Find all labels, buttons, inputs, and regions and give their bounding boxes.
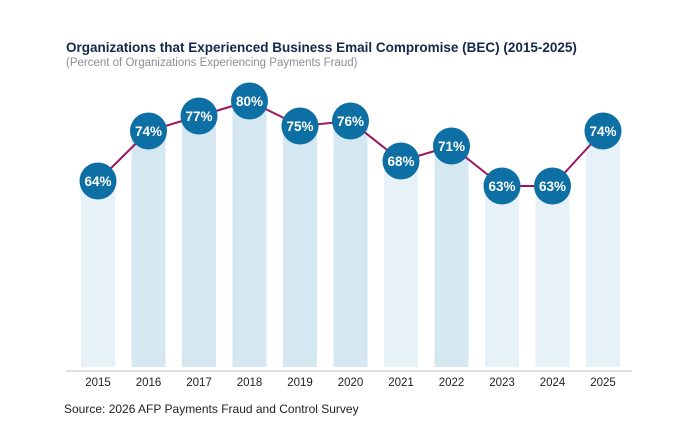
x-tick-labels: 2015 2016 2017 2018 2019 2020 2021 2022 2023 2024… bbox=[85, 377, 616, 389]
x-tick-2020: 2020 bbox=[338, 377, 364, 389]
x-tick-2015: 2015 bbox=[85, 377, 111, 389]
bar-2018 bbox=[232, 101, 267, 367]
marker-2024 bbox=[534, 167, 571, 205]
bar-2019 bbox=[283, 126, 317, 367]
data-label-2025: 74% bbox=[589, 124, 616, 139]
data-label-2015: 64% bbox=[84, 174, 111, 189]
x-tick-2019: 2019 bbox=[287, 377, 313, 389]
data-label-2022: 71% bbox=[438, 139, 465, 154]
data-label-2019: 75% bbox=[286, 119, 313, 134]
bar-2023 bbox=[485, 186, 519, 367]
marker-2025 bbox=[584, 112, 622, 150]
marker-2016 bbox=[130, 112, 167, 150]
marker-2019 bbox=[281, 107, 319, 145]
bars bbox=[81, 101, 620, 367]
x-tick-2022: 2022 bbox=[439, 377, 465, 389]
marker-2017 bbox=[180, 97, 218, 135]
marker-2023 bbox=[483, 167, 521, 205]
bar-2025 bbox=[586, 131, 620, 367]
bar-2016 bbox=[131, 131, 166, 367]
bar-2017 bbox=[182, 116, 216, 367]
bar-2024 bbox=[535, 186, 570, 367]
markers: 64% 74% 77% 80% 75% 76% 68% 71% 63% 63% 74% bbox=[79, 82, 622, 205]
bar-2020 bbox=[333, 121, 368, 367]
marker-2015 bbox=[79, 162, 117, 200]
bar-2021 bbox=[384, 161, 418, 367]
x-tick-2017: 2017 bbox=[186, 377, 212, 389]
bar-2022 bbox=[434, 146, 469, 367]
marker-2020 bbox=[332, 102, 369, 140]
x-tick-2021: 2021 bbox=[388, 377, 414, 389]
x-tick-2024: 2024 bbox=[540, 377, 566, 389]
chart-subtitle: (Percent of Organizations Experiencing P… bbox=[66, 57, 358, 69]
data-label-2018: 80% bbox=[236, 94, 263, 109]
data-label-2016: 74% bbox=[135, 124, 162, 139]
marker-2018 bbox=[231, 82, 268, 120]
x-tick-2023: 2023 bbox=[489, 377, 515, 389]
data-label-2021: 68% bbox=[387, 154, 414, 169]
x-tick-2016: 2016 bbox=[136, 377, 162, 389]
source-note: Source: 2026 AFP Payments Fraud and Cont… bbox=[64, 402, 359, 416]
bar-2015 bbox=[81, 181, 115, 367]
x-tick-2025: 2025 bbox=[590, 377, 616, 389]
data-label-2017: 77% bbox=[185, 109, 212, 124]
data-label-2020: 76% bbox=[337, 114, 364, 129]
marker-2022 bbox=[433, 127, 470, 165]
data-label-2024: 63% bbox=[539, 179, 566, 194]
chart-title: Organizations that Experienced Business … bbox=[66, 40, 577, 55]
data-label-2023: 63% bbox=[488, 179, 515, 194]
marker-2021 bbox=[382, 142, 420, 180]
x-tick-2018: 2018 bbox=[237, 377, 263, 389]
